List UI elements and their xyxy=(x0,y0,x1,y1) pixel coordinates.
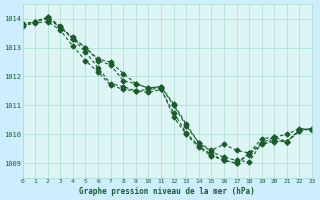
X-axis label: Graphe pression niveau de la mer (hPa): Graphe pression niveau de la mer (hPa) xyxy=(79,187,255,196)
